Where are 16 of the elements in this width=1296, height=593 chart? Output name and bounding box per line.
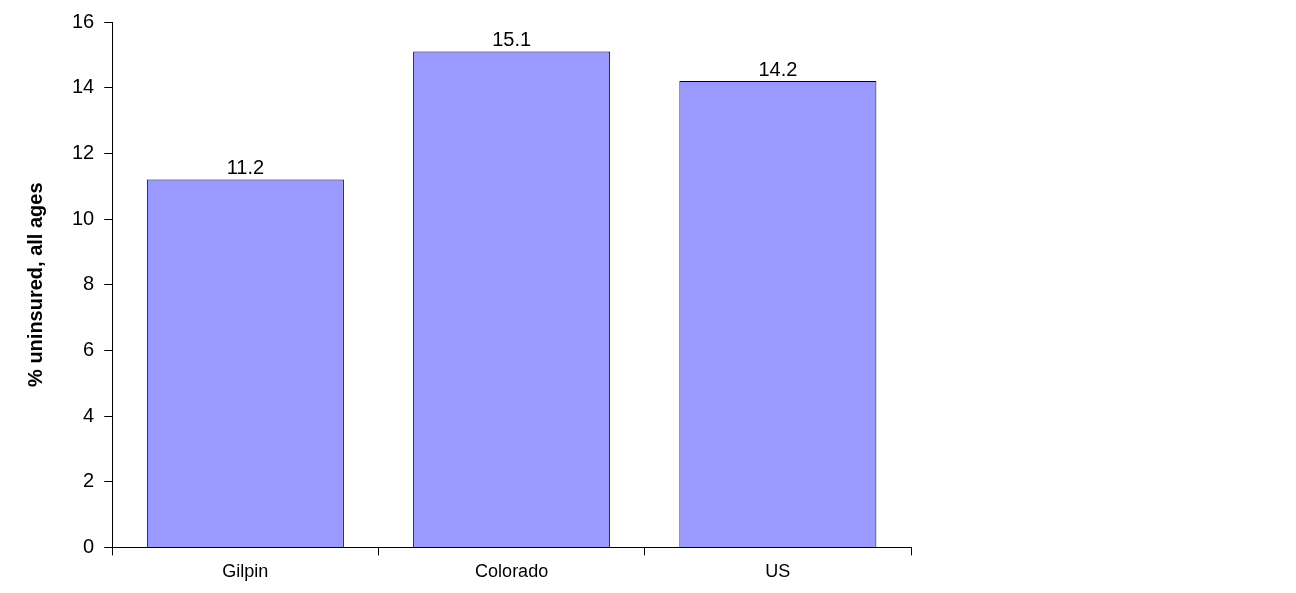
x-tick-label: Colorado [475, 561, 549, 582]
data-label: 15.1 [492, 28, 532, 51]
y-tick-label: 16 [72, 9, 95, 32]
y-tick-label: 2 [83, 469, 95, 492]
y-tick-label: 12 [72, 140, 95, 163]
y-tick-label: 8 [83, 272, 95, 295]
data-label: 14.2 [758, 57, 798, 80]
y-tick-label: 6 [83, 337, 95, 360]
y-axis-title: % uninsured, all ages [23, 182, 46, 387]
y-tick-label: 14 [72, 75, 95, 98]
y-tick-label: 4 [83, 403, 95, 426]
x-tick-label: Gilpin [222, 561, 269, 582]
data-label: 11.2 [226, 156, 265, 179]
y-tick-label: 10 [72, 206, 95, 229]
y-tick-label: 0 [83, 534, 95, 557]
x-tick-label: US [765, 561, 791, 582]
